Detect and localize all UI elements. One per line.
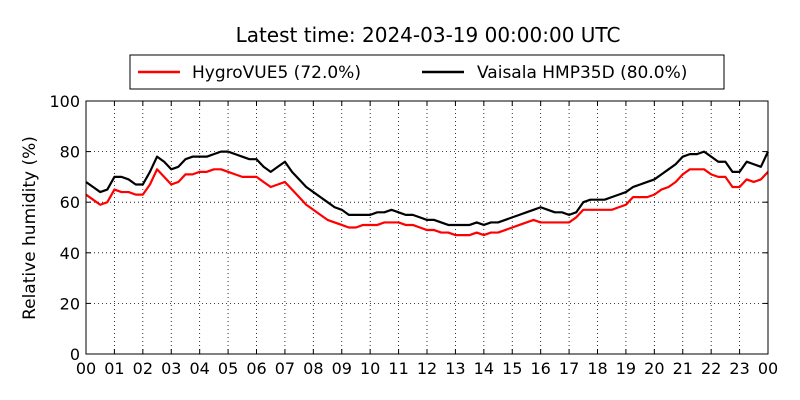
y-tick-label: 40 xyxy=(60,244,80,263)
x-tick-label: 05 xyxy=(218,359,238,378)
x-tick-label: 12 xyxy=(417,359,437,378)
x-tick-label: 17 xyxy=(559,359,579,378)
y-tick-label: 20 xyxy=(60,294,80,313)
legend: HygroVUE5 (72.0%) Vaisala HMP35D (80.0%) xyxy=(129,54,725,90)
legend-label-vaisala: Vaisala HMP35D (80.0%) xyxy=(477,63,687,83)
x-tick-label: 14 xyxy=(474,359,494,378)
x-tick-label: 10 xyxy=(360,359,380,378)
x-tick-label: 02 xyxy=(133,359,153,378)
chart-title: Latest time: 2024-03-19 00:00:00 UTC xyxy=(236,23,621,47)
y-tick-labels: 0 20 40 60 80 100 xyxy=(49,92,80,364)
x-tick-label: 16 xyxy=(530,359,550,378)
y-tick-label: 0 xyxy=(70,345,80,364)
x-tick-label: 01 xyxy=(104,359,124,378)
x-tick-label: 08 xyxy=(303,359,323,378)
x-tick-label: 22 xyxy=(701,359,721,378)
x-tick-label: 00 xyxy=(758,359,778,378)
series-line-vaisala xyxy=(85,150,769,227)
x-tick-label: 11 xyxy=(388,359,408,378)
x-tick-label: 09 xyxy=(332,359,352,378)
y-tick-label: 100 xyxy=(49,92,80,111)
x-tick-label: 20 xyxy=(644,359,664,378)
y-tick-label: 80 xyxy=(60,143,80,162)
x-tick-label: 03 xyxy=(161,359,181,378)
x-tick-label: 06 xyxy=(246,359,266,378)
x-tick-label: 07 xyxy=(275,359,295,378)
ticks xyxy=(85,100,769,355)
legend-label-hygrovue5: HygroVUE5 (72.0%) xyxy=(192,63,361,83)
x-tick-label: 18 xyxy=(587,359,607,378)
x-tick-label: 04 xyxy=(189,359,209,378)
x-tick-label: 13 xyxy=(445,359,465,378)
y-axis-label: Relative humidity (%) xyxy=(20,136,40,320)
x-tick-label: 00 xyxy=(76,359,96,378)
x-tick-label: 23 xyxy=(729,359,749,378)
series-layer xyxy=(85,150,769,237)
plot-frame xyxy=(85,100,769,355)
series-line-hygrovue5 xyxy=(85,168,769,237)
x-tick-label: 21 xyxy=(673,359,693,378)
y-tick-label: 60 xyxy=(60,193,80,212)
x-tick-label: 19 xyxy=(616,359,636,378)
x-tick-labels: 00 01 02 03 04 05 06 07 08 09 10 11 12 13 14 15 16 17 18 19… xyxy=(76,359,778,378)
grid xyxy=(86,101,768,354)
x-tick-label: 15 xyxy=(502,359,522,378)
